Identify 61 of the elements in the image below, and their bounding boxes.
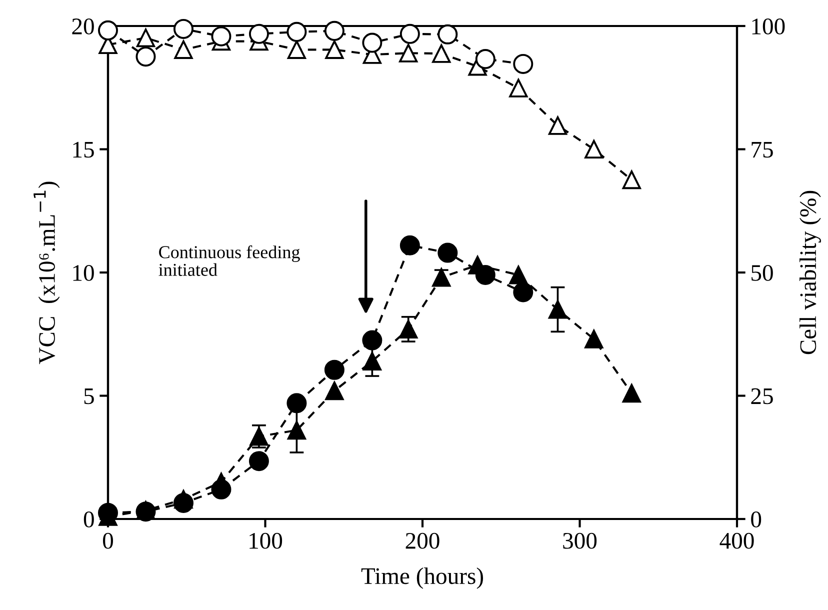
- point: [98, 20, 118, 40]
- point: [399, 44, 418, 62]
- y2-tick-label: 100: [752, 18, 785, 34]
- point: [622, 384, 641, 403]
- point: [400, 235, 420, 256]
- annotation: Continuous feeding initiated: [158, 245, 300, 276]
- y-tick-label: 10: [73, 264, 94, 281]
- x-tick-label: 300: [563, 532, 597, 549]
- point: [286, 22, 307, 42]
- point: [509, 266, 528, 284]
- point: [211, 26, 232, 46]
- x-axis-title: Time (hours): [361, 567, 484, 589]
- point: [584, 330, 604, 348]
- point: [438, 242, 458, 263]
- point: [475, 49, 496, 70]
- point: [211, 479, 232, 500]
- point: [325, 382, 344, 400]
- y-tick-label: 0: [84, 511, 94, 528]
- point: [362, 330, 382, 350]
- point: [362, 352, 382, 371]
- point: [513, 282, 534, 302]
- point: [432, 268, 451, 287]
- point: [622, 170, 641, 190]
- point: [173, 18, 194, 39]
- point: [136, 28, 156, 48]
- point: [325, 40, 344, 59]
- y-tick-label: 20: [72, 18, 94, 34]
- point: [173, 492, 194, 513]
- point: [432, 44, 451, 63]
- y2-tick-label: 0: [751, 511, 762, 528]
- y-tick-label: 15: [73, 142, 94, 158]
- point: [324, 360, 344, 380]
- x-tick-label: 400: [720, 532, 754, 549]
- point: [400, 24, 420, 44]
- point: [438, 24, 458, 44]
- point: [286, 393, 307, 414]
- x-tick-label: 200: [406, 532, 440, 549]
- point: [509, 78, 528, 98]
- point: [136, 46, 156, 67]
- point: [548, 116, 568, 135]
- y-tick-label: 5: [84, 388, 94, 404]
- point: [248, 24, 269, 44]
- y2-tick-label: 25: [751, 388, 773, 404]
- y-axis-title: VCC (x10⁶.mL$^{−1}$): [34, 182, 60, 364]
- point: [399, 320, 418, 339]
- y2-tick-label: 75: [752, 142, 773, 158]
- point: [584, 140, 604, 159]
- point: [513, 54, 534, 74]
- point: [475, 264, 496, 285]
- point: [548, 300, 568, 319]
- point: [174, 40, 193, 59]
- point: [287, 420, 306, 440]
- point: [362, 32, 382, 53]
- point: [248, 451, 269, 472]
- y2-axis-title: Cell viability (%): [800, 190, 821, 354]
- point: [250, 427, 268, 446]
- point: [324, 20, 344, 41]
- x-tick-label: 100: [250, 532, 282, 549]
- y2-tick-label: 50: [752, 264, 773, 281]
- x-tick-label: 0: [102, 532, 114, 549]
- point: [287, 40, 306, 59]
